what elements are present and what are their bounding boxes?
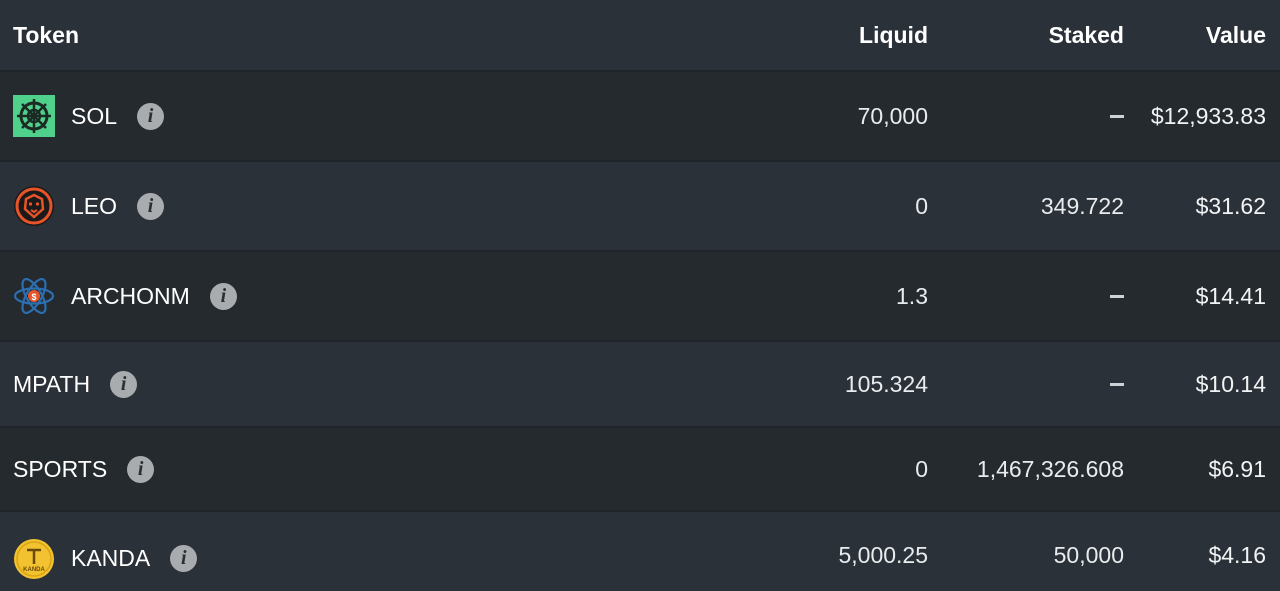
- token-name[interactable]: LEO: [71, 192, 118, 219]
- value-cell: $6.91: [1208, 455, 1266, 482]
- staked-cell: 50,000: [1053, 542, 1124, 568]
- value-cell: $14.41: [1195, 282, 1266, 309]
- liquid-cell: 105.324: [844, 370, 928, 397]
- token-cell: SOL i: [13, 72, 165, 160]
- header-value[interactable]: Value: [1205, 21, 1266, 48]
- info-icon[interactable]: i: [110, 370, 138, 398]
- info-icon[interactable]: i: [209, 282, 237, 310]
- liquid-cell: 1.3: [896, 282, 928, 309]
- table-row: LEO i 0 349.722 $31.62: [0, 162, 1280, 252]
- staked-cell: [1110, 252, 1124, 340]
- header-token[interactable]: Token: [13, 21, 80, 48]
- table-row: SPORTS i 0 1,467,326.608 $6.91: [0, 428, 1280, 512]
- dash-icon: [1110, 294, 1124, 298]
- staked-cell: 349.722: [1040, 192, 1124, 219]
- liquid-cell: 0: [915, 192, 928, 219]
- sol-token-icon: [13, 95, 55, 137]
- info-icon[interactable]: i: [170, 545, 198, 572]
- table-header: Token Liquid Staked Value: [0, 0, 1280, 72]
- value-cell: $31.62: [1195, 192, 1266, 219]
- token-name[interactable]: MPATH: [13, 370, 91, 397]
- token-name[interactable]: SPORTS: [13, 455, 108, 482]
- token-name[interactable]: KANDA: [71, 545, 151, 571]
- token-name[interactable]: ARCHONM: [71, 282, 190, 309]
- value-cell: $4.16: [1208, 542, 1266, 568]
- kanda-token-icon: KANDA: [13, 538, 55, 580]
- leo-token-icon: [13, 185, 55, 227]
- header-liquid[interactable]: Liquid: [859, 21, 928, 48]
- token-cell: LEO i: [13, 162, 165, 250]
- liquid-cell: 5,000.25: [838, 542, 928, 568]
- staked-cell: [1110, 342, 1124, 426]
- info-icon[interactable]: i: [137, 102, 165, 130]
- staked-cell: 1,467,326.608: [976, 455, 1124, 482]
- token-cell: SPORTS i: [13, 428, 155, 510]
- value-cell: $12,933.83: [1150, 102, 1266, 129]
- table-row: MPATH i 105.324 $10.14: [0, 342, 1280, 428]
- header-staked[interactable]: Staked: [1048, 21, 1124, 48]
- token-cell: MPATH i: [13, 342, 138, 426]
- table-row: SOL i 70,000 $12,933.83: [0, 72, 1280, 162]
- svg-text:$: $: [31, 292, 36, 302]
- value-cell: $10.14: [1195, 370, 1266, 397]
- liquid-cell: 70,000: [857, 102, 928, 129]
- archonm-token-icon: $: [13, 275, 55, 317]
- token-cell: KANDA KANDA i: [13, 512, 198, 591]
- table-row: $ ARCHONM i 1.3 $14.41: [0, 252, 1280, 342]
- staked-cell: [1110, 72, 1124, 160]
- table-row: KANDA KANDA i 5,000.25 50,000 $4.16: [0, 512, 1280, 591]
- token-cell: $ ARCHONM i: [13, 252, 237, 340]
- liquid-cell: 0: [915, 455, 928, 482]
- info-icon[interactable]: i: [127, 455, 155, 483]
- dash-icon: [1110, 382, 1124, 386]
- kanda-logo-text: KANDA: [23, 567, 45, 573]
- info-icon[interactable]: i: [137, 192, 165, 220]
- dash-icon: [1110, 114, 1124, 118]
- token-name[interactable]: SOL: [71, 102, 118, 129]
